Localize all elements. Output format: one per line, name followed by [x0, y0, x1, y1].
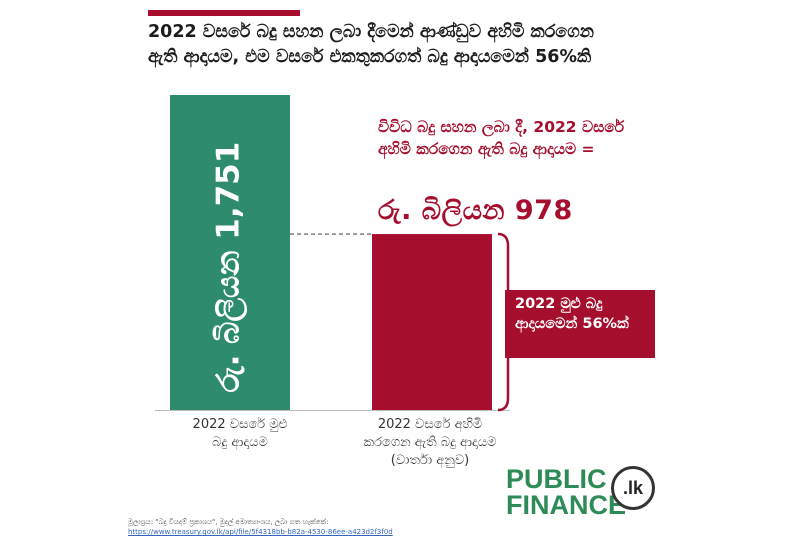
- logo-line1: PUBLIC: [506, 464, 607, 494]
- source-label: මූලාශ්‍රය: "බදු වියදම් ප්‍රකාශය", මුදල් …: [128, 518, 329, 526]
- source-link[interactable]: https://www.treasury.gov.lk/api/file/5f4…: [128, 528, 393, 536]
- category-label-total-line1: 2022 වසරේ මුළු: [192, 417, 288, 432]
- share-callout-box: 2022 මුළු බදු ආදායමෙන් 56%ක්: [505, 290, 655, 358]
- source-note: මූලාශ්‍රය: "බදු වියදම් ප්‍රකාශය", මුදල් …: [128, 517, 393, 537]
- chart-title: 2022 වසරේ බදු සහන ලබා දීමෙන් ආණ්ඩුව අහිම…: [148, 22, 594, 67]
- bar-foregone: [372, 234, 492, 410]
- category-label-total-line2: බදු ආදායම: [212, 435, 268, 450]
- title-accent-rule: [148, 10, 300, 16]
- foregone-value-label: රු. බිලියන 978: [378, 195, 573, 226]
- category-label-foregone-line1: 2022 වසරේ අහිමි: [377, 417, 483, 432]
- logo-badge: .lk: [611, 466, 655, 510]
- bar-total-value-label: රු. බිලියන 1,751: [210, 141, 247, 393]
- logo-badge-text: .lk: [622, 478, 643, 498]
- category-label-foregone: 2022 වසරේ අහිමි කරගෙන ඇති බදු ආදායම (වාර…: [330, 416, 530, 470]
- logo-line2: FINANCE: [506, 490, 626, 520]
- category-label-foregone-line2: කරගෙන ඇති බදු ආදායම: [363, 435, 497, 450]
- category-label-foregone-line3: (වාර්තා අනුව): [390, 453, 470, 468]
- category-label-total: 2022 වසරේ මුළු බදු ආදායම: [170, 416, 310, 452]
- publicfinance-logo: PUBLIC FINANCE .lk: [506, 464, 656, 520]
- foregone-annotation: විවිධ බදු සහන ලබා දී, 2022 වසරේ අහිමි කර…: [378, 118, 625, 158]
- bar-total: [170, 95, 290, 410]
